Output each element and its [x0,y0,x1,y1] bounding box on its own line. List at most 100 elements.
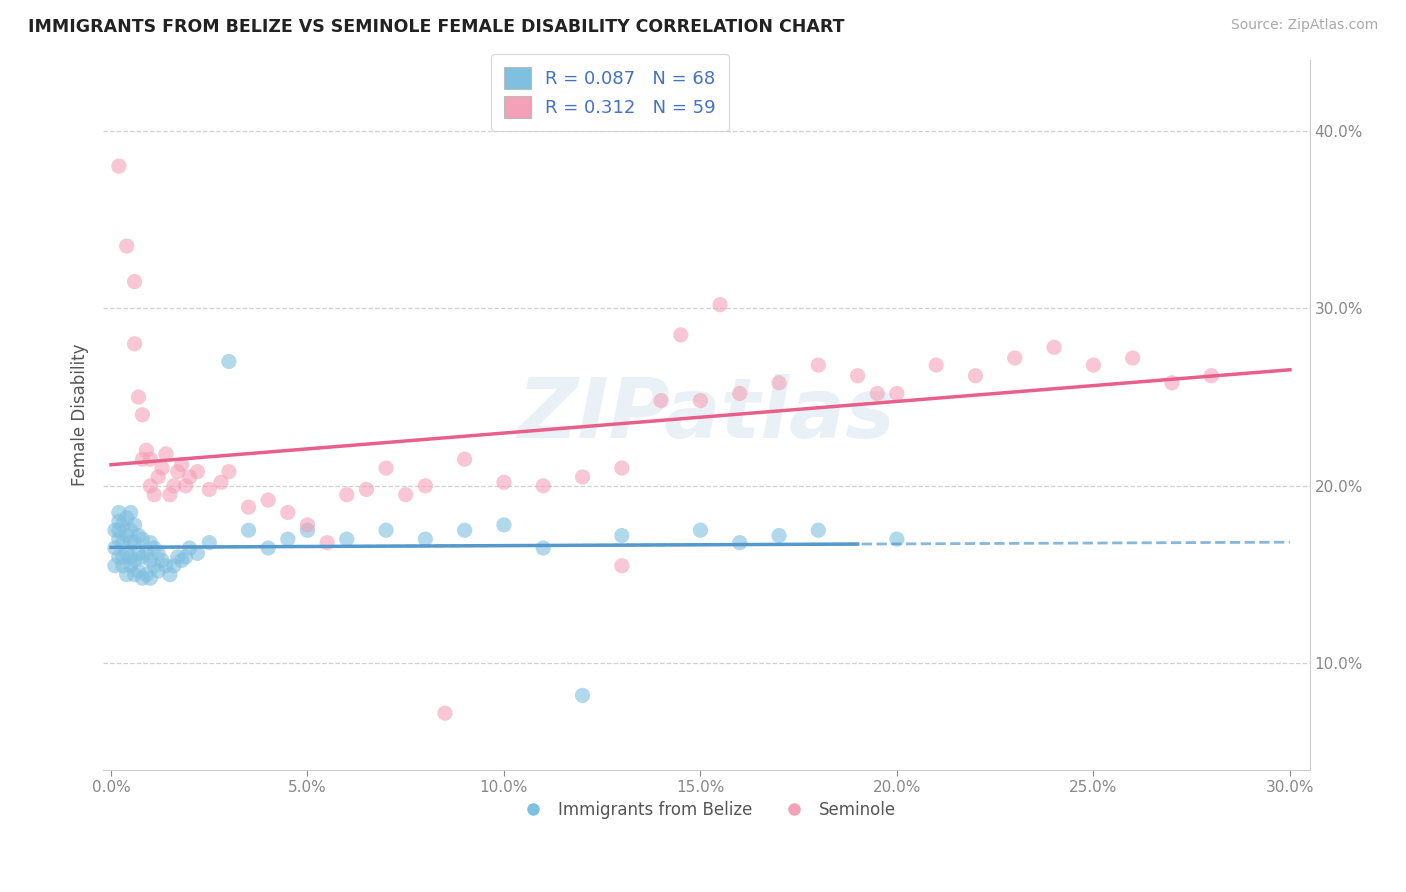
Point [115,511,138,525]
Point [1043,340,1066,354]
Point [150,461,173,475]
Point [128,546,150,560]
Point [143,488,166,502]
Point [453,523,475,537]
Point [866,386,889,401]
Point [135,546,157,560]
Point [120,535,142,549]
Point [108,506,131,520]
Text: Source: ZipAtlas.com: Source: ZipAtlas.com [1230,18,1378,32]
Point [111,535,134,549]
Point [120,523,142,537]
Point [257,493,280,508]
Point [1161,376,1184,390]
Point [146,470,169,484]
Point [111,558,134,573]
Point [492,517,515,532]
Point [571,689,593,703]
Point [1004,351,1026,365]
Point [108,159,131,173]
Point [179,470,201,484]
Point [395,488,418,502]
Point [143,541,166,555]
Point [198,483,221,497]
Point [155,558,177,573]
Point [104,523,127,537]
Point [111,549,134,564]
Point [115,239,138,253]
Point [115,546,138,560]
Point [728,535,751,549]
Point [209,475,232,490]
Point [139,553,162,567]
Point [375,523,398,537]
Point [925,358,948,372]
Point [965,368,987,383]
Y-axis label: Female Disability: Female Disability [72,343,89,486]
Point [768,376,790,390]
Point [163,558,186,573]
Point [807,358,830,372]
Point [108,514,131,528]
Point [610,461,633,475]
Point [1083,358,1105,372]
Point [316,535,339,549]
Point [120,506,142,520]
Point [571,470,593,484]
Point [120,558,142,573]
Point [728,386,751,401]
Point [131,571,153,585]
Point [139,535,162,549]
Point [143,558,166,573]
Point [415,479,437,493]
Point [277,532,299,546]
Text: ZIPatlas: ZIPatlas [517,375,896,455]
Point [531,479,554,493]
Point [135,443,157,458]
Point [610,528,633,542]
Point [115,567,138,582]
Point [150,553,173,567]
Point [277,506,299,520]
Point [238,500,260,515]
Point [104,541,127,555]
Point [124,336,146,351]
Point [155,447,177,461]
Point [336,488,359,502]
Point [139,452,162,467]
Point [115,528,138,542]
Point [886,532,908,546]
Point [336,532,359,546]
Point [257,541,280,555]
Point [159,567,181,582]
Point [131,549,153,564]
Point [531,541,554,555]
Text: IMMIGRANTS FROM BELIZE VS SEMINOLE FEMALE DISABILITY CORRELATION CHART: IMMIGRANTS FROM BELIZE VS SEMINOLE FEMAL… [28,18,845,36]
Point [186,465,208,479]
Point [128,564,150,578]
Point [166,549,188,564]
Point [238,523,260,537]
Point [131,532,153,546]
Point [111,517,134,532]
Point [415,532,437,546]
Point [375,461,398,475]
Point [128,528,150,542]
Point [1122,351,1144,365]
Point [669,327,692,342]
Point [689,393,711,408]
Point [146,546,169,560]
Point [170,553,193,567]
Point [174,549,197,564]
Legend: Immigrants from Belize, Seminole: Immigrants from Belize, Seminole [510,794,903,826]
Point [170,458,193,472]
Point [689,523,711,537]
Point [139,571,162,585]
Point [356,483,378,497]
Point [124,275,146,289]
Point [124,567,146,582]
Point [492,475,515,490]
Point [453,452,475,467]
Point [297,523,319,537]
Point [434,706,457,721]
